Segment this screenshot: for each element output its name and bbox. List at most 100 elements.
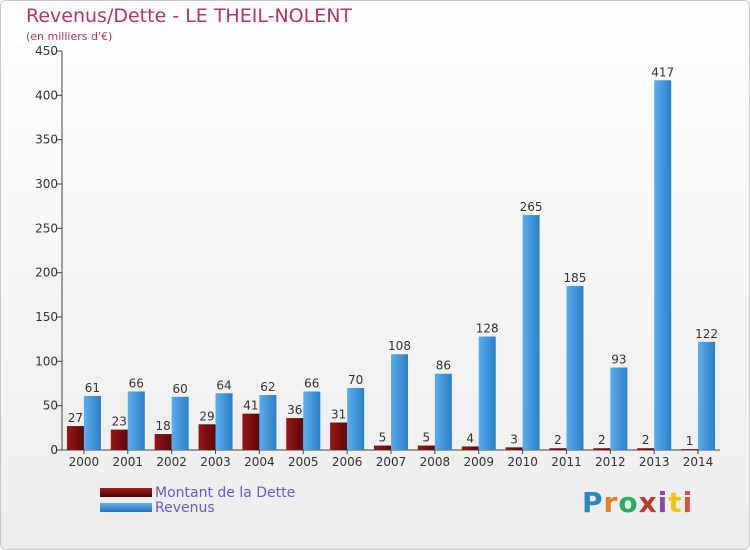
label-dette-2008: 5 [423,431,431,445]
y-tick-label: 150 [35,310,58,324]
bar-revenus-2006 [347,387,365,450]
bar-revenus-2002 [171,396,189,450]
label-revenus-2008: 86 [436,359,451,373]
bar-dette-2003 [198,424,216,450]
bar-revenus-2003 [215,393,233,450]
chart-axes: 0 50 100 150 200 250 300 350 400 450 2000 2001 2002 2… [35,44,720,469]
label-dette-2010: 3 [510,432,518,446]
bar-revenus-2013 [654,80,672,450]
bar-dette-2014 [681,449,699,450]
x-tick-label: 2010 [507,455,538,469]
label-revenus-2006: 70 [348,373,363,387]
label-dette-2003: 29 [199,409,214,423]
label-revenus-2013: 417 [651,65,674,79]
logo-letter: i [682,486,694,519]
label-revenus-2010: 265 [520,200,543,214]
bar-dette-2013 [637,448,655,450]
label-dette-2004: 41 [243,399,258,413]
bar-dette-2001 [110,429,128,450]
x-tick-label: 2011 [551,455,582,469]
chart-data-labels: 2761236618602964416236663170510858641283… [68,65,718,448]
bar-dette-2005 [286,418,304,450]
chart-subtitle: (en milliers d'€) [26,30,113,43]
bar-dette-2002 [154,434,172,450]
x-tick-label: 2013 [639,455,670,469]
label-revenus-2001: 66 [129,376,144,390]
y-tick-label: 200 [35,266,58,280]
logo-letter: o [618,486,639,519]
x-tick-label: 2008 [420,455,451,469]
bar-dette-2004 [242,413,260,450]
logo-letter: r [603,486,619,519]
y-tick-label: 0 [50,443,58,457]
label-revenus-2005: 66 [304,376,319,390]
label-revenus-2004: 62 [260,380,275,394]
x-tick-label: 2003 [200,455,231,469]
label-dette-2005: 36 [287,403,302,417]
label-revenus-2009: 128 [476,322,499,336]
bar-revenus-2007 [391,354,408,450]
x-tick-label: 2005 [288,455,319,469]
logo-letter: t [668,486,683,519]
bar-dette-2011 [549,448,567,450]
bar-dette-2012 [593,448,611,450]
x-tick-label: 2002 [156,455,187,469]
label-revenus-2000: 61 [85,381,100,395]
bar-dette-2009 [461,446,479,450]
logo-letter: P [582,486,604,519]
y-tick-label: 300 [35,177,58,191]
x-tick-label: 2000 [69,455,100,469]
bar-revenus-2000 [83,395,101,450]
x-tick-label: 2006 [332,455,363,469]
x-tick-label: 2007 [376,455,407,469]
x-tick-label: 2001 [113,455,144,469]
chart-bars [66,80,716,450]
bar-dette-2007 [374,445,391,450]
label-revenus-2002: 60 [173,382,188,396]
label-revenus-2003: 64 [216,378,231,392]
bar-dette-2000 [66,426,84,450]
legend-label-revenus: Revenus [155,500,215,516]
bar-revenus-2014 [698,341,716,450]
bar-revenus-2011 [566,285,584,450]
bar-dette-2008 [417,445,435,450]
label-revenus-2007: 108 [388,339,411,353]
bar-revenus-2008 [434,373,452,450]
x-tick-label: 2004 [244,455,275,469]
bar-revenus-2012 [610,367,628,450]
legend-label-dette: Montant de la Dette [155,485,296,501]
label-dette-2011: 2 [554,433,562,447]
legend-swatch-revenus [100,503,152,512]
bar-revenus-2004 [259,395,277,450]
x-tick-label: 2014 [683,455,714,469]
label-dette-2012: 2 [598,433,606,447]
label-revenus-2014: 122 [695,327,718,341]
logo-letter: i [657,486,669,519]
logo-letter: x [638,486,658,519]
label-revenus-2011: 185 [564,271,587,285]
x-tick-label: 2012 [595,455,626,469]
y-tick-label: 250 [35,221,58,235]
label-dette-2013: 2 [642,433,650,447]
page-title: Revenus/Dette - LE THEIL-NOLENT [26,5,353,27]
label-dette-2002: 18 [156,419,171,433]
bar-revenus-2010 [522,215,540,450]
bar-dette-2010 [505,447,523,450]
y-tick-label: 50 [43,399,58,413]
label-dette-2007: 5 [379,431,387,445]
label-dette-2009: 4 [466,431,474,445]
y-tick-label: 350 [35,133,58,147]
legend-swatch-dette [100,488,152,497]
y-tick-label: 100 [35,354,58,368]
y-tick-label: 400 [35,88,58,102]
bar-revenus-2001 [127,391,145,450]
x-tick-label: 2009 [463,455,494,469]
label-dette-2014: 1 [686,434,694,448]
y-tick-label: 450 [35,44,58,58]
bar-revenus-2009 [478,336,496,450]
label-revenus-2012: 93 [611,353,626,367]
label-dette-2006: 31 [331,408,346,422]
proxiti-logo: Proxiti [582,486,693,519]
